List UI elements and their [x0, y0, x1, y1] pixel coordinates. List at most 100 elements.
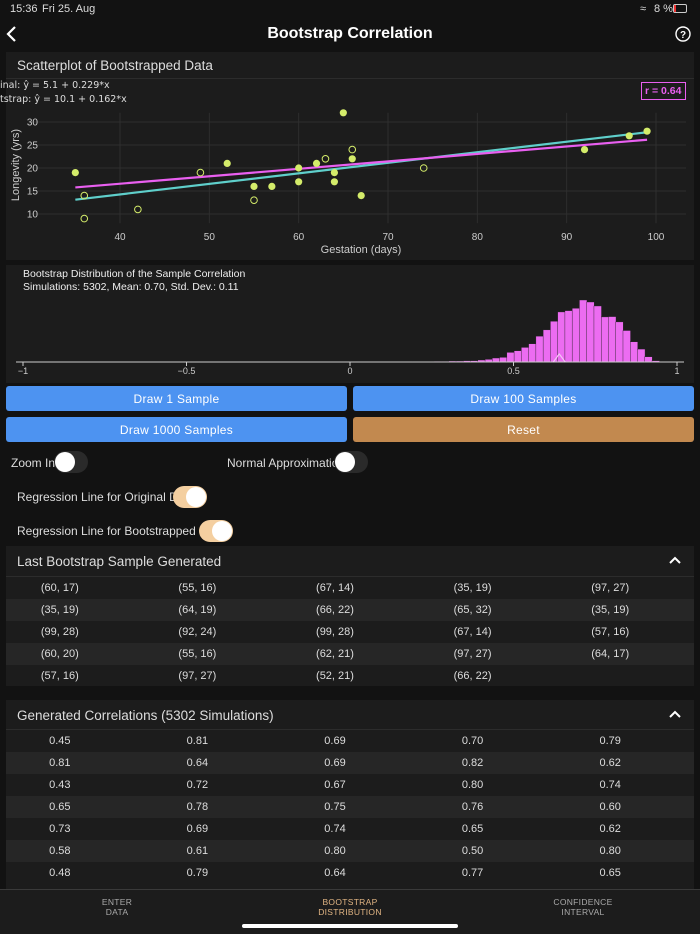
- table-cell: 0.65: [461, 823, 484, 835]
- tab-label: BOOTSTRAP: [322, 897, 378, 907]
- tab-enter-data[interactable]: ENTER DATA: [37, 897, 197, 917]
- table-cell: 0.58: [49, 845, 71, 857]
- table-cell: (35, 19): [591, 604, 630, 616]
- table-cell: (66, 22): [316, 604, 354, 616]
- regression-original-label: Regression Line for Original Data: [17, 490, 195, 504]
- back-chevron-icon[interactable]: [6, 26, 18, 42]
- normal-approximation-toggle[interactable]: [334, 451, 368, 473]
- regression-bootstrap-toggle[interactable]: [199, 520, 233, 542]
- data-point-sampled: [339, 109, 347, 117]
- table-row: (57, 16) (97, 27) (52, 21) (66, 22): [6, 665, 694, 687]
- table-cell: (67, 14): [453, 626, 492, 638]
- help-icon[interactable]: ?: [675, 26, 691, 42]
- table-cell: (35, 19): [40, 604, 79, 616]
- table-cell: (67, 14): [316, 582, 354, 594]
- table-cell: (99, 28): [40, 626, 79, 638]
- table-cell: 0.69: [186, 823, 209, 835]
- table-row: 0.73 0.69 0.74 0.65 0.62: [6, 818, 694, 840]
- table-row: (35, 19) (64, 19) (66, 22) (65, 32) (35, 19): [6, 599, 694, 621]
- table-cell: 0.69: [324, 757, 346, 769]
- data-point-sampled: [643, 127, 651, 135]
- table-row: (99, 28) (92, 24) (99, 28) (67, 14) (57, 16): [6, 621, 694, 643]
- table-cell: (52, 21): [316, 670, 354, 682]
- table-cell: 0.62: [599, 757, 621, 769]
- y-tick-label: 25: [27, 141, 39, 152]
- chevron-up-icon[interactable]: [669, 556, 681, 565]
- table-cell: 0.79: [599, 735, 621, 747]
- histogram-bar: [571, 308, 580, 363]
- table-row: (60, 20) (55, 16) (62, 21) (97, 27) (64, 17): [6, 643, 694, 665]
- histogram-title: Bootstrap Distribution of the Sample Cor…: [23, 268, 246, 280]
- table-cell: 0.80: [461, 779, 484, 791]
- data-point-sampled: [295, 178, 303, 186]
- table-cell: (57, 16): [591, 626, 630, 638]
- tab-label: CONFIDENCE: [553, 897, 613, 907]
- histogram-stats: Simulations: 5302, Mean: 0.70, Std. Dev.…: [23, 281, 239, 293]
- table-cell: 0.74: [324, 823, 346, 835]
- histogram-bar: [492, 357, 501, 363]
- table-cell: 0.81: [186, 735, 209, 747]
- correlations-title[interactable]: Generated Correlations (5302 Simulations…: [17, 708, 274, 723]
- table-cell: 0.64: [186, 757, 209, 769]
- data-point-sampled: [357, 192, 365, 200]
- table-cell: (92, 24): [178, 626, 217, 638]
- histogram-bar: [550, 321, 559, 363]
- table-cell: 0.72: [186, 779, 209, 791]
- table-cell: 0.48: [49, 867, 71, 879]
- table-cell: (60, 20): [40, 648, 79, 660]
- table-cell: (97, 27): [178, 670, 217, 682]
- zoom-in-toggle[interactable]: [54, 451, 88, 473]
- table-cell: 0.65: [599, 867, 621, 879]
- draw-1000-samples-button[interactable]: Draw 1000 Samples: [6, 417, 347, 442]
- data-point-unsampled: [196, 168, 205, 177]
- table-cell: (35, 19): [453, 582, 492, 594]
- equation-original: inal: ŷ = 5.1 + 0.229*x: [0, 80, 110, 91]
- x-tick-label: 60: [293, 232, 305, 243]
- y-tick-label: 15: [27, 187, 39, 198]
- histogram-bar: [579, 299, 588, 363]
- normal-approximation-label: Normal Approximation: [227, 456, 346, 470]
- table-cell: (65, 32): [453, 604, 492, 616]
- table-cell: 0.43: [49, 779, 71, 791]
- data-point-sampled: [312, 159, 321, 167]
- scatterplot-card: Scatterplot of Bootstrapped Data: [6, 52, 694, 260]
- table-cell: 0.67: [324, 779, 346, 791]
- table-row: 0.58 0.61 0.80 0.50 0.80: [6, 840, 694, 862]
- histogram-bar: [593, 305, 602, 363]
- table-cell: 0.73: [49, 823, 71, 835]
- y-axis-label: Longevity (yrs): [10, 129, 22, 201]
- table-cell: 0.78: [186, 801, 209, 813]
- scatterplot: 40 50 60 70 80 90 100 10 15 20 25 30 Gestation (days…: [10, 109, 686, 256]
- equation-bootstrap: tstrap: ŷ = 10.1 + 0.162*x: [0, 94, 127, 105]
- scatter-title: Scatterplot of Bootstrapped Data: [17, 58, 213, 73]
- tab-bootstrap-distribution[interactable]: BOOTSTRAP DISTRIBUTION: [270, 897, 430, 917]
- data-point-sampled: [348, 155, 356, 163]
- x-axis-label: Gestation (days): [321, 244, 402, 256]
- table-cell: 0.75: [324, 801, 346, 813]
- table-cell: 0.45: [49, 735, 71, 747]
- correlation-badge: r = 0.64: [641, 82, 686, 100]
- x-tick-label: 0: [347, 366, 352, 376]
- x-tick-label: 1: [674, 366, 679, 376]
- histogram-bar: [506, 352, 515, 363]
- histogram-bar: [630, 341, 638, 363]
- table-cell: 0.69: [324, 735, 346, 747]
- data-point-unsampled: [80, 191, 89, 200]
- table-cell: 0.81: [49, 757, 71, 769]
- table-cell: (60, 17): [40, 582, 79, 594]
- table-cell: 0.80: [324, 845, 346, 857]
- table-cell: (99, 28): [316, 626, 354, 638]
- table-row: (60, 17) (55, 16) (67, 14) (35, 19) (97, 27): [6, 577, 694, 599]
- table-cell: 0.70: [461, 735, 484, 747]
- regression-original-toggle[interactable]: [173, 486, 207, 508]
- draw-100-samples-button[interactable]: Draw 100 Samples: [353, 386, 694, 411]
- status-date: Fri 25. Aug: [42, 3, 96, 15]
- x-tick-label: 0.5: [507, 366, 520, 376]
- draw-1-sample-button[interactable]: Draw 1 Sample: [6, 386, 347, 411]
- tab-confidence-interval[interactable]: CONFIDENCE INTERVAL: [503, 897, 663, 917]
- table-cell: 0.80: [599, 845, 621, 857]
- zoom-in-label: Zoom In: [11, 456, 56, 470]
- reset-button[interactable]: Reset: [353, 417, 694, 442]
- chevron-up-icon[interactable]: [669, 710, 681, 719]
- last-sample-title[interactable]: Last Bootstrap Sample Generated: [17, 554, 222, 569]
